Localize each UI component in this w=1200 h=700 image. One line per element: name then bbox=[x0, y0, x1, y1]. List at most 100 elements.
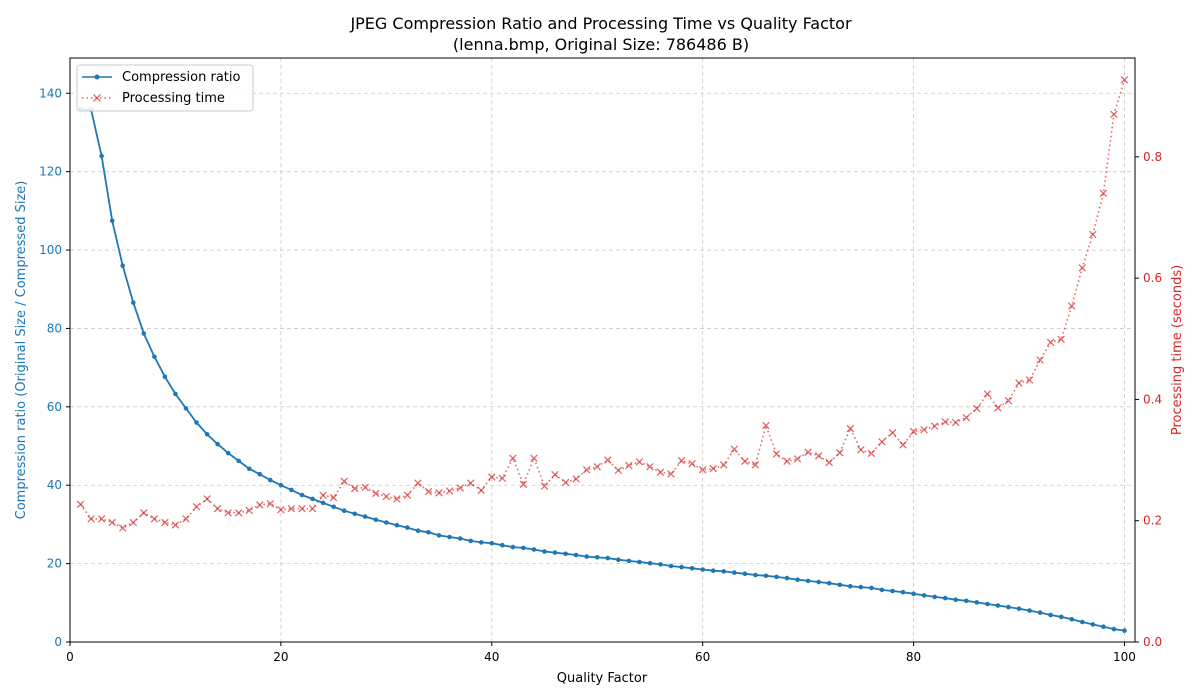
processing-time-point bbox=[234, 509, 243, 517]
processing-time-point bbox=[762, 421, 770, 430]
compression-ratio-point bbox=[742, 571, 748, 577]
processing-time-point bbox=[867, 449, 876, 458]
processing-time-point bbox=[129, 518, 138, 527]
compression-ratio-point bbox=[1101, 624, 1106, 629]
processing-time-point bbox=[857, 445, 865, 454]
compression-ratio-point bbox=[552, 550, 558, 555]
compression-ratio-point bbox=[447, 534, 452, 540]
series-layer bbox=[76, 76, 1129, 633]
processing-time-point bbox=[540, 482, 549, 490]
compression-ratio-point bbox=[805, 578, 811, 584]
processing-time-point bbox=[150, 515, 159, 523]
compression-ratio-point bbox=[911, 591, 916, 597]
processing-time-point bbox=[1036, 356, 1044, 364]
compression-ratio-point bbox=[500, 542, 505, 548]
processing-time-point bbox=[466, 479, 475, 487]
compression-ratio-point bbox=[320, 500, 326, 506]
processing-time-point bbox=[108, 518, 116, 527]
processing-time-point bbox=[677, 456, 686, 465]
left-axis-label: Compression ratio (Original Size / Compr… bbox=[14, 181, 29, 520]
grid bbox=[69, 58, 1135, 643]
compression-ratio-point bbox=[921, 593, 927, 598]
processing-time-point bbox=[393, 495, 401, 503]
processing-time-point bbox=[878, 438, 886, 446]
left-axis-ticks: 0 20 40 60 80 100 120 140 bbox=[39, 86, 70, 649]
compression-ratio-point bbox=[858, 584, 864, 590]
processing-time-point bbox=[1004, 396, 1013, 405]
processing-time-point bbox=[372, 489, 380, 498]
processing-time-point bbox=[941, 418, 949, 426]
processing-time-point bbox=[688, 459, 696, 468]
processing-time-point bbox=[224, 509, 232, 517]
x-axis-label: Quality Factor bbox=[557, 671, 648, 686]
compression-ratio-point bbox=[985, 601, 990, 607]
processing-time-point bbox=[1078, 264, 1087, 272]
compression-ratio-point bbox=[99, 153, 104, 159]
compression-ratio-point bbox=[299, 492, 305, 498]
processing-time-point bbox=[846, 424, 855, 433]
processing-time-point bbox=[604, 456, 612, 464]
processing-time-point bbox=[277, 506, 285, 514]
compression-ratio-point bbox=[426, 530, 431, 535]
processing-time-point bbox=[825, 458, 833, 467]
compression-ratio-point bbox=[152, 354, 157, 360]
processing-time-point bbox=[213, 504, 222, 513]
compression-ratio-point bbox=[257, 471, 263, 477]
compression-ratio-point bbox=[573, 552, 579, 558]
compression-ratio-point bbox=[521, 545, 526, 551]
compression-ratio-point bbox=[784, 575, 790, 581]
series-line-compression-ratio bbox=[80, 108, 1125, 632]
compression-ratio-point bbox=[120, 263, 125, 269]
left-tick-label: 40 bbox=[47, 478, 62, 492]
processing-time-point bbox=[646, 462, 654, 471]
processing-time-point bbox=[1110, 110, 1118, 119]
processing-time-point bbox=[709, 464, 717, 473]
compression-ratio-point bbox=[890, 588, 895, 594]
compression-ratio-point bbox=[531, 547, 537, 552]
processing-time-point bbox=[266, 499, 275, 508]
compression-ratio-point bbox=[689, 566, 695, 571]
compression-ratio-point bbox=[700, 567, 705, 572]
compression-ratio-point bbox=[732, 570, 737, 575]
processing-time-point bbox=[140, 509, 148, 517]
compression-ratio-point bbox=[647, 560, 653, 566]
compression-ratio-point bbox=[900, 589, 906, 595]
compression-ratio-point bbox=[394, 522, 400, 528]
processing-time-point bbox=[76, 500, 85, 509]
processing-time-point bbox=[340, 477, 348, 486]
processing-time-point bbox=[551, 470, 559, 479]
processing-time-point bbox=[804, 448, 812, 456]
compression-ratio-point bbox=[1058, 614, 1064, 620]
legend-marker-time bbox=[93, 94, 101, 102]
processing-time-point bbox=[793, 455, 802, 463]
processing-time-point bbox=[772, 450, 781, 458]
processing-time-point bbox=[814, 452, 823, 460]
legend: Compression ratio Processing time bbox=[76, 64, 254, 112]
left-tick-label: 140 bbox=[39, 86, 62, 100]
compression-ratio-point bbox=[204, 432, 210, 437]
processing-time-point bbox=[582, 466, 591, 474]
compression-ratio-point bbox=[289, 487, 294, 493]
right-tick-label: 0.0 bbox=[1143, 635, 1162, 649]
processing-time-point bbox=[445, 487, 454, 495]
compression-ratio-point bbox=[1090, 622, 1096, 627]
processing-time-point bbox=[1120, 76, 1129, 84]
compression-ratio-point bbox=[1080, 619, 1085, 625]
processing-time-point bbox=[519, 480, 528, 489]
compression-ratio-point bbox=[415, 528, 421, 533]
left-tick-label: 120 bbox=[39, 165, 62, 179]
processing-time-point bbox=[361, 483, 370, 492]
compression-ratio-point bbox=[584, 554, 589, 559]
compression-ratio-point bbox=[542, 549, 547, 554]
compression-ratio-point bbox=[1006, 604, 1011, 610]
processing-time-point bbox=[287, 504, 296, 513]
compression-ratio-point bbox=[668, 563, 674, 569]
compression-ratio-point bbox=[964, 598, 969, 604]
right-axis-ticks: 0.0 0.2 0.4 0.6 0.8 bbox=[1135, 150, 1162, 649]
chart-title: JPEG Compression Ratio and Processing Ti… bbox=[349, 14, 852, 33]
left-tick-label: 60 bbox=[47, 400, 62, 414]
x-tick-label: 20 bbox=[273, 650, 288, 664]
compression-ratio-point bbox=[848, 584, 853, 589]
compression-ratio-point bbox=[510, 544, 516, 550]
